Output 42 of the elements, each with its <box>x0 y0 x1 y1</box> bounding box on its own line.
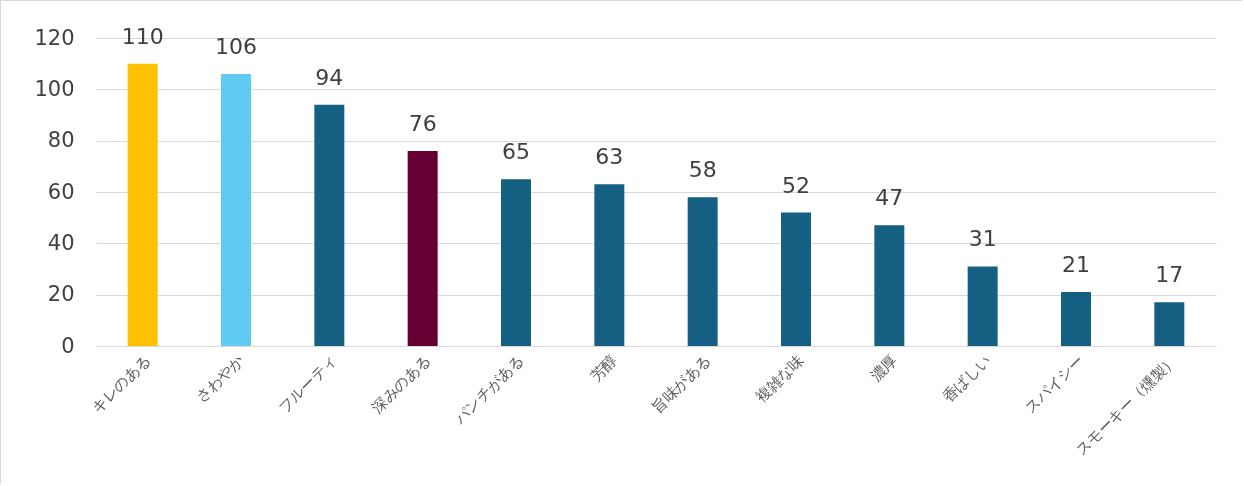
data-label: 52 <box>782 172 810 198</box>
data-label: 63 <box>595 144 624 170</box>
bar <box>314 104 345 346</box>
bar <box>1154 302 1185 346</box>
data-label: 58 <box>688 157 717 183</box>
x-tick-label: 深みのある <box>368 351 434 417</box>
bar <box>594 184 625 346</box>
bar <box>781 212 811 346</box>
data-label: 17 <box>1155 262 1184 288</box>
y-tick-label: 40 <box>47 230 75 255</box>
data-label: 76 <box>408 110 437 136</box>
data-label: 31 <box>968 226 997 252</box>
y-tick-label: 60 <box>47 179 75 204</box>
bar <box>687 197 718 346</box>
y-tick-label: 80 <box>47 128 75 153</box>
x-tick-label: 芳醇 <box>586 351 621 386</box>
x-tick-label: さわやか <box>192 351 248 407</box>
bar <box>967 266 998 346</box>
x-tick-label: パンチがある <box>450 351 528 429</box>
data-label: 65 <box>502 139 530 165</box>
bar <box>127 63 158 346</box>
x-tick-label: キレのある <box>88 351 154 417</box>
data-label: 110 <box>121 23 164 49</box>
bar <box>501 179 531 346</box>
data-label: 47 <box>875 185 904 211</box>
bar <box>221 73 251 346</box>
data-label: 21 <box>1062 252 1090 278</box>
x-tick-label: 香ばしい <box>938 351 994 407</box>
x-tick-label: 複雑な味 <box>752 351 808 407</box>
x-tick-label: 濃厚 <box>866 351 901 386</box>
x-tick-label: 旨味がある <box>648 351 714 417</box>
y-tick-label: 0 <box>61 333 75 358</box>
y-tick-label: 120 <box>34 25 75 50</box>
y-tick-label: 100 <box>34 76 75 101</box>
x-tick-label: スパイシー <box>1021 351 1088 417</box>
data-label: 106 <box>215 33 257 59</box>
data-label: 94 <box>315 64 344 90</box>
x-tick-label: フルーティ <box>274 351 341 417</box>
bar <box>407 150 438 346</box>
bar <box>874 225 905 346</box>
bar <box>1061 292 1091 346</box>
y-tick-label: 20 <box>47 282 75 307</box>
